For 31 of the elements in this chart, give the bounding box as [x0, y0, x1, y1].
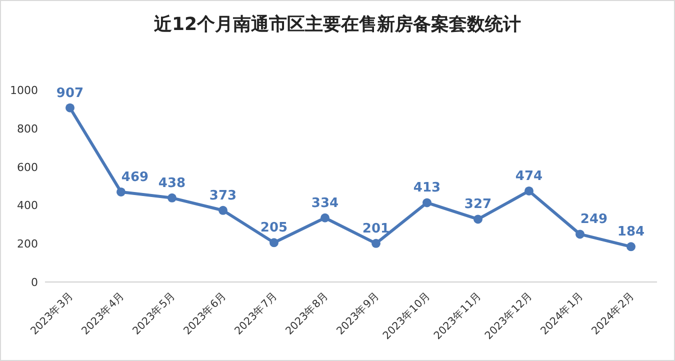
point	[66, 103, 74, 112]
data-label: 474	[515, 168, 543, 184]
point	[116, 187, 126, 196]
data-label: 413	[413, 180, 441, 196]
data-label: 201	[362, 221, 390, 236]
point	[270, 238, 278, 248]
point	[422, 198, 432, 208]
y-tick-label: 400	[17, 199, 38, 212]
y-tick-label: 1000	[10, 84, 38, 97]
data-label: 373	[209, 188, 237, 204]
point	[320, 213, 330, 222]
data-label: 184	[617, 224, 645, 240]
y-tick-label: 600	[17, 160, 38, 174]
point	[576, 230, 584, 239]
point	[218, 206, 228, 215]
data-label: 334	[311, 196, 339, 211]
data-label: 249	[580, 212, 608, 228]
y-tick-label: 200	[17, 238, 38, 251]
data-label: 205	[260, 220, 288, 236]
y-tick-label: 0	[31, 276, 38, 289]
point	[524, 186, 534, 196]
point	[372, 238, 380, 248]
point	[626, 242, 636, 252]
point	[474, 214, 482, 224]
y-tick-label: 800	[17, 122, 38, 136]
data-label: 469	[121, 170, 149, 185]
point	[168, 193, 176, 202]
data-label: 327	[464, 197, 492, 212]
data-label: 907	[56, 86, 84, 101]
data-label: 438	[158, 176, 186, 191]
chart-title: 近12个月南通市区主要在售新房备案套数统计	[152, 14, 522, 35]
